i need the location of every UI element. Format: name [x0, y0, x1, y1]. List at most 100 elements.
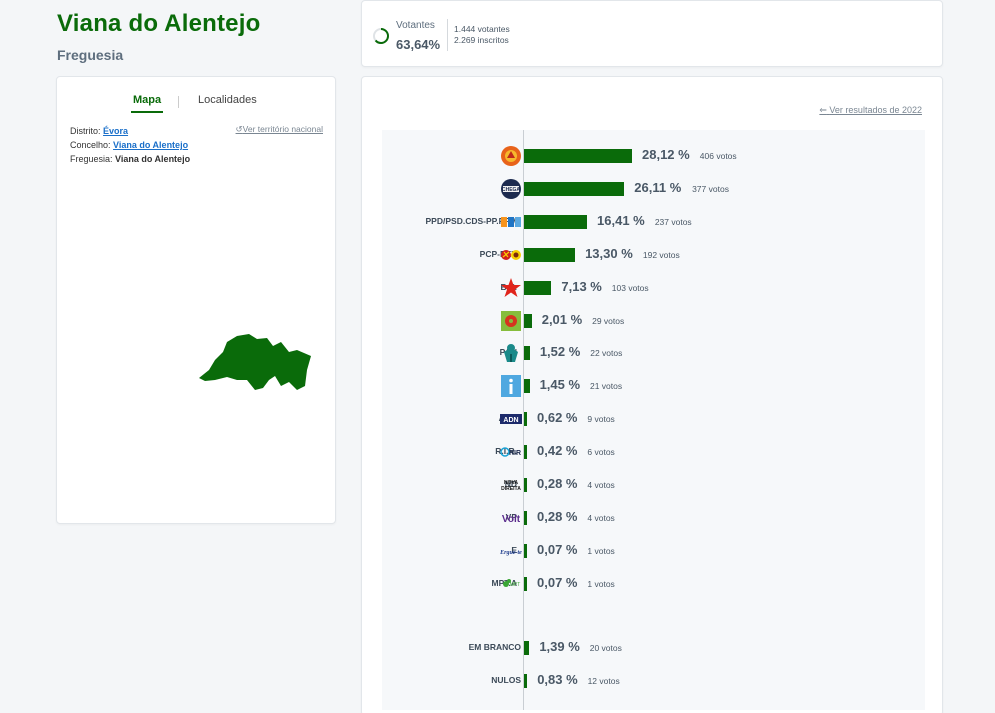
turnout-label: Votantes: [396, 20, 435, 31]
result-percent: 2,01 %: [541, 311, 583, 327]
result-votes: 9 votos: [587, 414, 615, 425]
party-row: L2,01 %29 votos: [382, 310, 925, 332]
result-percent: 16,41 %: [597, 212, 645, 228]
result-votes: 4 votos: [587, 512, 615, 523]
national-territory-link[interactable]: ↺Ver território nacional: [236, 124, 323, 135]
party-name: ND: [504, 479, 517, 489]
party-row: IL1,45 %21 votos: [382, 375, 925, 398]
district-link[interactable]: Évora: [103, 126, 129, 136]
turnout-card: Votantes 63,64% 1.444 votantes 2.269 ins…: [361, 0, 943, 67]
result-percent: 1,45 %: [539, 377, 581, 393]
result-percent: 0,28 %: [537, 508, 578, 524]
result-bar: [524, 510, 527, 525]
district-line: Distrito: Évora: [70, 126, 128, 136]
party-name: VP: [505, 511, 517, 522]
arrow-left-icon: ⇐: [819, 105, 827, 115]
result-percent: 0,28 %: [537, 476, 578, 491]
turnout-percent: 63,64%: [396, 37, 441, 52]
undo-arrow-icon: ↺: [235, 124, 243, 134]
result-votes: 1 votos: [587, 578, 615, 589]
result-percent: 0,42 %: [537, 443, 578, 459]
volt-logo-icon: Volt: [502, 514, 521, 525]
result-bar: [524, 478, 527, 492]
turnout-registered: 2.269 inscritos: [454, 35, 509, 45]
party-row: MPT.AMPT0,07 %1 votos: [382, 573, 925, 595]
mpt-logo-icon: MPT: [503, 578, 520, 588]
turnout-ring-icon: [373, 28, 389, 44]
result-bar: [524, 181, 625, 196]
chart-axis: [523, 130, 524, 710]
tab-mapa[interactable]: Mapa: [131, 94, 164, 113]
ps-logo-icon: [501, 146, 521, 166]
party-name: NULOS: [491, 674, 521, 685]
page-title: Viana do Alentejo: [57, 10, 261, 37]
results-card: ⇐ Ver resultados de 2022 PS28,12 %406 vo…: [361, 76, 943, 713]
other-votes-row: NULOS 0,83 % 12 votos: [382, 670, 925, 692]
result-votes: 29 votos: [592, 315, 625, 326]
party-name: PCP-PEV: [479, 248, 517, 259]
tab-mapa-label: Mapa: [133, 94, 162, 106]
result-bar: [524, 247, 576, 262]
be-star-icon: [501, 277, 521, 297]
party-row: ADNADN0,62 %9 votos: [382, 408, 925, 430]
svg-text:NOVA: NOVA: [504, 480, 518, 486]
result-bar: [524, 313, 532, 328]
result-percent: 26,11 %: [634, 179, 682, 195]
result-bar: [524, 543, 527, 558]
result-bar: [524, 673, 528, 688]
result-votes: 192 votos: [642, 249, 680, 260]
previous-results-label: Ver resultados de 2022: [829, 105, 922, 115]
page-subtitle: Freguesia: [57, 47, 124, 63]
result-percent: 0,07 %: [537, 541, 578, 557]
tab-localidades[interactable]: Localidades: [198, 94, 257, 106]
result-bar: [524, 445, 527, 460]
party-row: B.E.7,13 %103 votos: [382, 277, 925, 299]
party-name: EM BRANCO: [468, 642, 521, 652]
result-votes: 4 votos: [587, 480, 615, 490]
svg-text:Volt: Volt: [502, 514, 521, 525]
result-bar: [524, 346, 530, 361]
turnout-divider: [447, 19, 448, 51]
council-label: Concelho:: [70, 140, 111, 150]
result-bar: [524, 379, 530, 394]
result-votes: 12 votos: [587, 675, 620, 686]
party-name: R.I.R.: [495, 446, 517, 457]
result-percent: 0,07 %: [537, 574, 578, 590]
parish-map[interactable]: [197, 330, 312, 395]
svg-text:ADN: ADN: [503, 417, 518, 424]
party-row: PAN1,52 %22 votos: [382, 342, 925, 364]
parish-shape[interactable]: [199, 334, 311, 390]
previous-results-link[interactable]: ⇐ Ver resultados de 2022: [819, 105, 922, 116]
result-bar: [524, 280, 552, 295]
result-votes: 6 votos: [587, 447, 615, 458]
results-chart: PS28,12 %406 votosCHCHEGA26,11 %377 voto…: [382, 130, 925, 710]
svg-text:RIR: RIR: [509, 450, 521, 457]
party-row: E Ergue-te 0,07 % 1 votos: [382, 540, 925, 562]
result-bar: [524, 149, 632, 163]
result-votes: 20 votos: [589, 643, 622, 653]
pan-logo-icon: [504, 344, 518, 363]
parish-value: Viana do Alentejo: [115, 154, 191, 164]
party-row: PPD/PSD.CDS-PP.PPM 16,41 % 237 votos: [382, 211, 925, 233]
tab-active-underline: [131, 111, 164, 113]
party-name: E: [511, 544, 517, 555]
result-votes: 21 votos: [589, 381, 623, 392]
rir-logo-icon: RIR: [500, 447, 521, 457]
result-bar: [524, 641, 530, 655]
result-percent: 0,62 %: [537, 410, 578, 426]
national-territory-label: Ver território nacional: [242, 124, 323, 134]
ad-logo-icon: [501, 216, 521, 227]
party-row: PCP-PEV 13,30 % 192 votos: [382, 244, 925, 266]
result-votes: 377 votos: [692, 183, 729, 194]
result-percent: 0,83 %: [537, 671, 578, 687]
council-link[interactable]: Viana do Alentejo: [113, 140, 189, 150]
tab-divider: [178, 96, 179, 108]
party-row: ND NOVA DIREITA 0,28 % 4 votos: [382, 474, 925, 496]
cdu-logo-icon: [501, 249, 521, 260]
party-name: PPD/PSD.CDS-PP.PPM: [425, 215, 517, 226]
svg-text:CHEGA: CHEGA: [502, 187, 520, 193]
map-card: Mapa Localidades ↺Ver território naciona…: [56, 76, 336, 524]
result-percent: 1,52 %: [539, 344, 581, 360]
svg-text:DIREITA: DIREITA: [501, 486, 521, 492]
